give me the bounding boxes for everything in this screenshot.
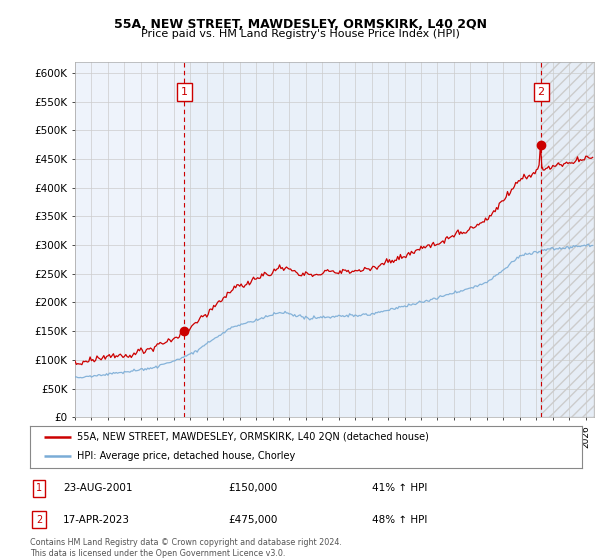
- Text: 2: 2: [36, 515, 42, 525]
- Text: Price paid vs. HM Land Registry's House Price Index (HPI): Price paid vs. HM Land Registry's House …: [140, 29, 460, 39]
- Text: £475,000: £475,000: [228, 515, 277, 525]
- Text: 2: 2: [538, 87, 545, 97]
- Text: £150,000: £150,000: [228, 483, 277, 493]
- Bar: [184, 62, 541, 417]
- Text: Contains HM Land Registry data © Crown copyright and database right 2024.
This d: Contains HM Land Registry data © Crown c…: [30, 538, 342, 558]
- Text: HPI: Average price, detached house, Chorley: HPI: Average price, detached house, Chor…: [77, 451, 295, 461]
- Text: 1: 1: [36, 483, 42, 493]
- Text: 17-APR-2023: 17-APR-2023: [63, 515, 130, 525]
- Text: 23-AUG-2001: 23-AUG-2001: [63, 483, 133, 493]
- Text: 1: 1: [181, 87, 188, 97]
- Bar: [541, 62, 594, 417]
- Bar: [541, 62, 594, 417]
- Text: 55A, NEW STREET, MAWDESLEY, ORMSKIRK, L40 2QN (detached house): 55A, NEW STREET, MAWDESLEY, ORMSKIRK, L4…: [77, 432, 429, 442]
- Text: 41% ↑ HPI: 41% ↑ HPI: [372, 483, 427, 493]
- Text: 55A, NEW STREET, MAWDESLEY, ORMSKIRK, L40 2QN: 55A, NEW STREET, MAWDESLEY, ORMSKIRK, L4…: [113, 18, 487, 31]
- Text: 48% ↑ HPI: 48% ↑ HPI: [372, 515, 427, 525]
